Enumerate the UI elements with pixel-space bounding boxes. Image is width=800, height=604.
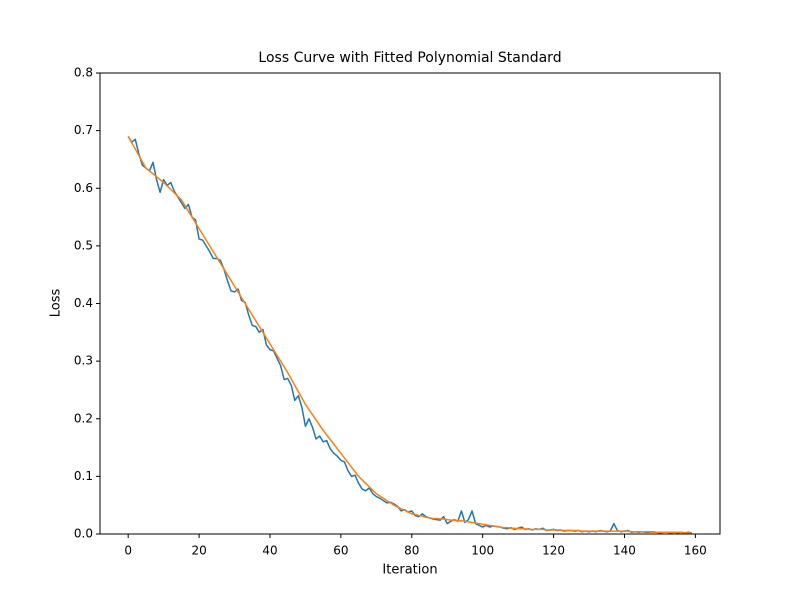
y-tick-label: 0.1 [74,469,93,483]
y-tick-label: 0.5 [74,238,93,252]
x-tick-label: 80 [404,544,419,558]
x-tick-label: 60 [333,544,348,558]
x-tick-label: 20 [191,544,206,558]
y-tick-label: 0.6 [74,181,93,195]
y-tick-label: 0.3 [74,354,93,368]
y-tick-label: 0.0 [74,527,93,541]
y-axis-label: Loss [49,289,64,318]
x-axis-label: Iteration [382,563,437,578]
chart-title: Loss Curve with Fitted Polynomial Standa… [258,50,561,66]
x-tick-label: 0 [124,544,132,558]
x-tick-label: 40 [262,544,277,558]
y-tick-label: 0.8 [74,66,93,80]
y-tick-label: 0.2 [74,411,93,425]
x-tick-label: 160 [684,544,707,558]
x-tick-label: 140 [613,544,636,558]
x-tick-label: 120 [542,544,565,558]
data-line [127,136,692,534]
plot-frame [99,72,721,535]
x-tick-label: 100 [471,544,494,558]
y-tick-label: 0.4 [74,296,93,310]
y-tick-label: 0.7 [74,123,93,137]
